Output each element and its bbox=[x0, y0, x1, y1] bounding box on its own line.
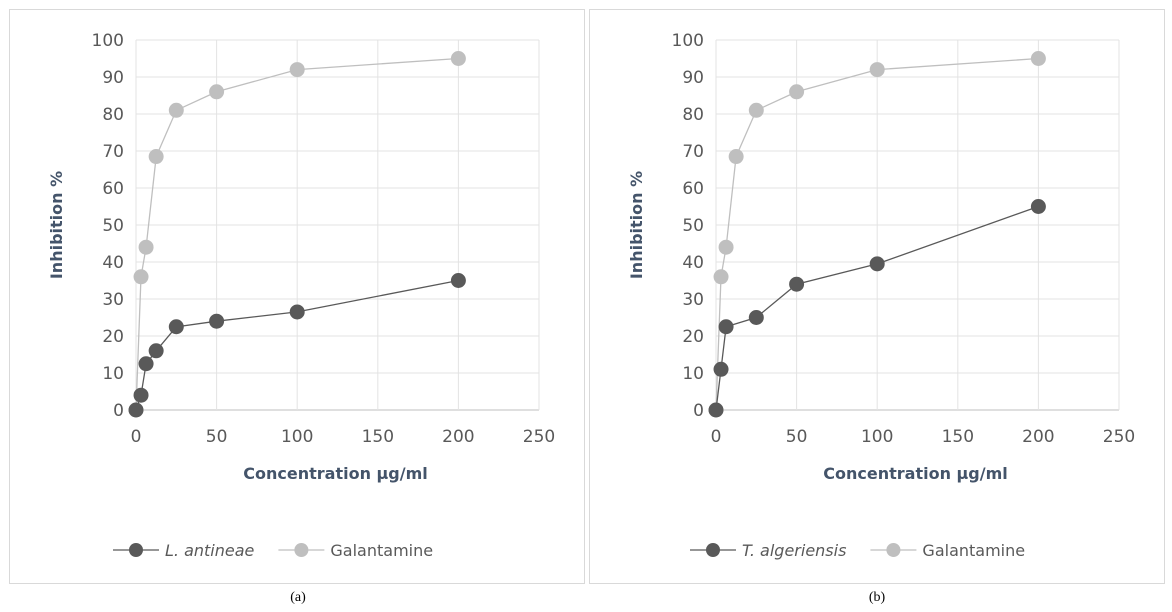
x-tick-label: 200 bbox=[1022, 427, 1054, 447]
y-tick-label: 30 bbox=[682, 290, 704, 310]
legend-marker bbox=[129, 543, 143, 557]
data-point bbox=[148, 149, 164, 165]
data-point bbox=[289, 62, 305, 78]
y-tick-label: 80 bbox=[682, 105, 704, 125]
x-tick-label: 100 bbox=[861, 427, 893, 447]
chart-a: 0 10 20 30 40 50 60 70 80 90 100 0 50 100 150 200 250 Con… bbox=[47, 31, 555, 560]
y-tick-label: 20 bbox=[682, 327, 704, 347]
data-point bbox=[450, 273, 466, 288]
y-tick-label: 0 bbox=[113, 401, 124, 421]
data-point bbox=[748, 102, 764, 118]
x-axis-title: Concentration µg/ml bbox=[243, 464, 428, 483]
y-tick-label: 50 bbox=[682, 216, 704, 236]
legend-label: T. algeriensis bbox=[742, 541, 846, 560]
y-tick-label: 20 bbox=[102, 327, 124, 347]
data-point bbox=[209, 84, 225, 100]
x-tick-label: 100 bbox=[281, 427, 313, 447]
data-point bbox=[708, 402, 724, 418]
data-point bbox=[138, 356, 154, 372]
data-point bbox=[713, 269, 729, 285]
y-tick-label: 0 bbox=[693, 401, 704, 421]
y-tick-label: 40 bbox=[102, 253, 124, 273]
legend-label: Galantamine bbox=[922, 541, 1025, 560]
panel-label-b: (b) bbox=[868, 590, 886, 605]
y-tick-label: 70 bbox=[102, 142, 124, 162]
chart-b: 0 10 20 30 40 50 60 70 80 90 100 0 50 100 150 200 250 Con… bbox=[627, 31, 1135, 560]
data-point bbox=[168, 319, 184, 335]
data-point bbox=[450, 51, 466, 66]
y-axis-title: Inhibition % bbox=[47, 171, 66, 279]
data-point bbox=[289, 304, 305, 320]
y-tick-label: 30 bbox=[102, 290, 124, 310]
y-tick-label: 10 bbox=[102, 364, 124, 384]
chart-panel-a bbox=[9, 9, 585, 584]
data-point bbox=[748, 310, 764, 325]
y-tick-label: 60 bbox=[102, 179, 124, 199]
data-point bbox=[1030, 51, 1046, 66]
data-point bbox=[869, 62, 885, 78]
y-tick-label: 50 bbox=[102, 216, 124, 236]
x-tick-label: 200 bbox=[442, 427, 474, 447]
legend-marker bbox=[886, 543, 901, 557]
y-tick-label: 40 bbox=[682, 253, 704, 273]
y-tick-label: 100 bbox=[672, 31, 704, 51]
data-point bbox=[138, 239, 154, 255]
x-tick-label: 0 bbox=[711, 427, 722, 447]
x-tick-label: 250 bbox=[1103, 427, 1135, 447]
data-point bbox=[789, 84, 805, 100]
x-tick-label: 150 bbox=[942, 427, 974, 447]
data-point bbox=[718, 239, 734, 255]
y-tick-label: 60 bbox=[682, 179, 704, 199]
y-tick-label: 70 bbox=[682, 142, 704, 162]
data-point bbox=[718, 319, 734, 335]
legend-label: Galantamine bbox=[330, 541, 433, 560]
legend-marker bbox=[706, 543, 720, 557]
data-point bbox=[713, 361, 729, 377]
data-point bbox=[869, 256, 885, 272]
x-tick-label: 50 bbox=[786, 427, 808, 447]
data-point bbox=[128, 402, 144, 418]
x-tick-label: 0 bbox=[131, 427, 142, 447]
legend-marker bbox=[294, 543, 309, 557]
y-tick-label: 90 bbox=[102, 68, 124, 88]
data-point bbox=[209, 313, 225, 329]
data-point bbox=[148, 343, 164, 359]
data-point bbox=[168, 102, 184, 118]
data-point bbox=[1030, 199, 1046, 214]
y-tick-label: 100 bbox=[92, 31, 124, 51]
x-tick-label: 250 bbox=[523, 427, 555, 447]
data-point bbox=[789, 276, 805, 292]
legend-label: L. antineae bbox=[165, 541, 255, 560]
panel-label-a: (a) bbox=[290, 590, 306, 605]
data-point bbox=[133, 269, 149, 285]
y-tick-label: 10 bbox=[682, 364, 704, 384]
data-point bbox=[728, 149, 744, 165]
x-tick-label: 150 bbox=[362, 427, 394, 447]
y-tick-label: 90 bbox=[682, 68, 704, 88]
y-axis-title: Inhibition % bbox=[627, 171, 646, 279]
x-tick-label: 50 bbox=[206, 427, 228, 447]
data-point bbox=[133, 387, 149, 403]
y-tick-label: 80 bbox=[102, 105, 124, 125]
chart-panel-b bbox=[589, 9, 1165, 584]
x-axis-title: Concentration µg/ml bbox=[823, 464, 1008, 483]
